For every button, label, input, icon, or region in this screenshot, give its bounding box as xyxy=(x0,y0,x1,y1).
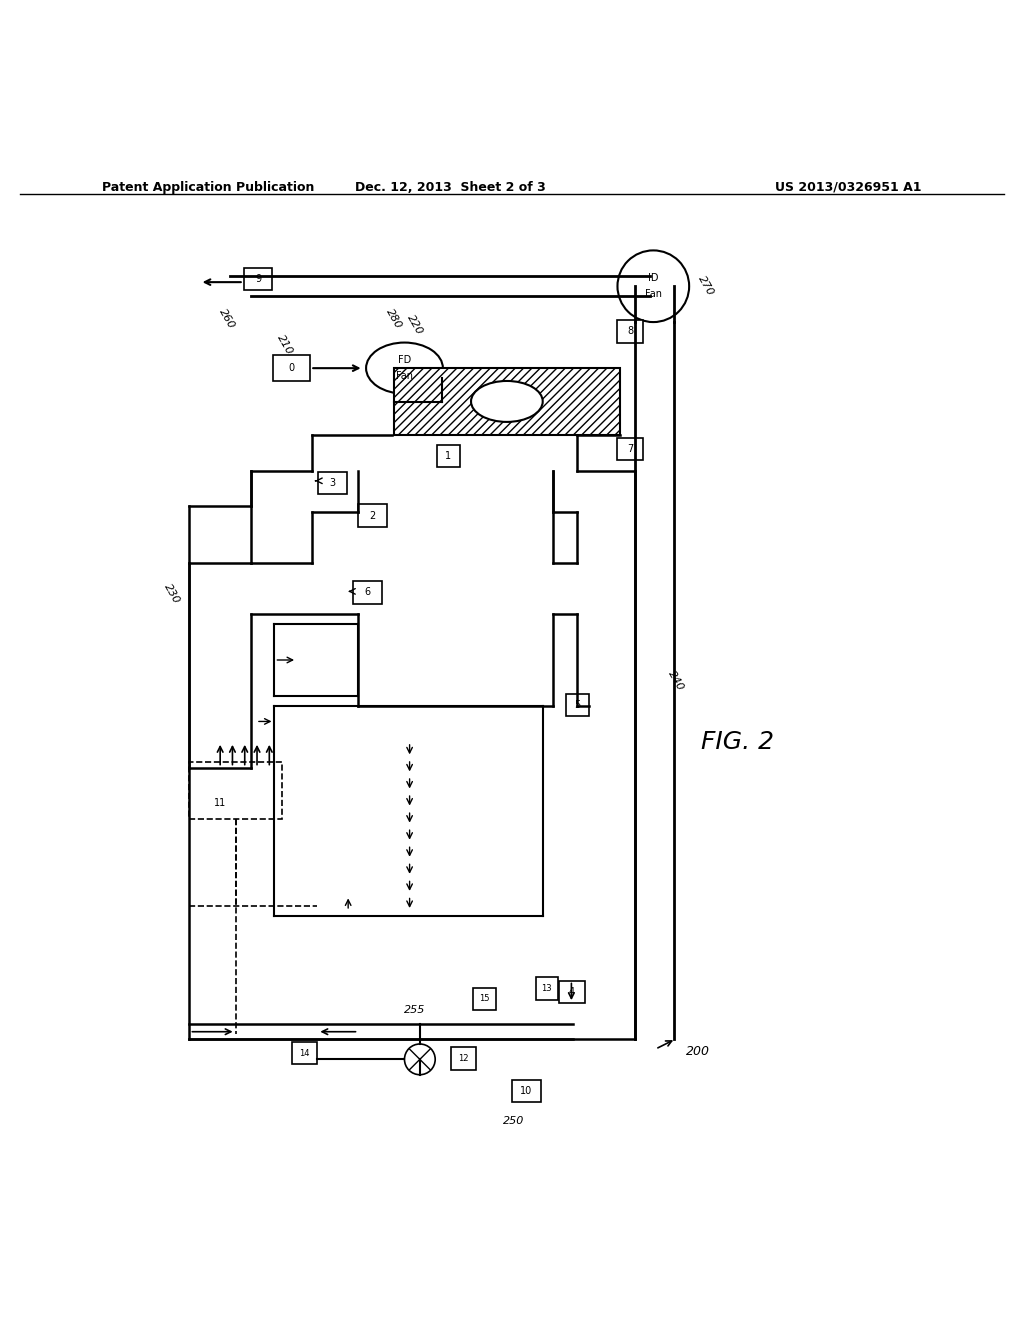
Text: 2: 2 xyxy=(370,511,376,520)
Text: 0: 0 xyxy=(289,363,295,374)
Text: 230: 230 xyxy=(163,582,181,605)
Text: 1: 1 xyxy=(445,451,452,461)
Bar xyxy=(559,981,585,1003)
Bar xyxy=(617,438,643,461)
Text: FD: FD xyxy=(398,355,411,364)
Text: 7: 7 xyxy=(627,444,634,454)
Text: Fan: Fan xyxy=(396,371,413,381)
Bar xyxy=(437,445,460,467)
Text: 10: 10 xyxy=(520,1086,532,1096)
Bar xyxy=(273,355,310,381)
Bar xyxy=(292,1041,317,1064)
Text: Fan: Fan xyxy=(645,289,662,300)
Text: 270: 270 xyxy=(696,275,716,298)
Text: 255: 255 xyxy=(404,1006,425,1015)
Bar xyxy=(617,319,643,343)
Text: 15: 15 xyxy=(479,994,489,1003)
Bar xyxy=(394,368,620,434)
Text: 13: 13 xyxy=(542,985,552,993)
Text: Patent Application Publication: Patent Application Publication xyxy=(102,181,314,194)
Bar xyxy=(473,987,496,1010)
Text: Dec. 12, 2013  Sheet 2 of 3: Dec. 12, 2013 Sheet 2 of 3 xyxy=(355,181,546,194)
Text: ID: ID xyxy=(648,273,658,282)
Bar xyxy=(244,268,272,290)
Text: 280: 280 xyxy=(385,308,403,331)
Bar xyxy=(318,471,347,494)
Text: 8: 8 xyxy=(628,326,633,337)
Bar xyxy=(451,1047,476,1069)
Text: 210: 210 xyxy=(275,333,294,356)
Text: US 2013/0326951 A1: US 2013/0326951 A1 xyxy=(775,181,922,194)
Text: 12: 12 xyxy=(458,1053,468,1063)
Text: 14: 14 xyxy=(299,1048,309,1057)
Bar xyxy=(189,763,282,818)
Ellipse shape xyxy=(471,381,543,422)
Bar xyxy=(358,504,387,527)
Text: 240: 240 xyxy=(667,669,685,692)
Text: 9: 9 xyxy=(255,275,261,284)
Text: 5: 5 xyxy=(574,700,581,710)
Text: 200: 200 xyxy=(686,1044,710,1057)
Bar xyxy=(536,977,558,1001)
Bar xyxy=(566,694,589,717)
Bar xyxy=(512,1080,541,1102)
Text: FIG. 2: FIG. 2 xyxy=(700,730,774,754)
Text: 220: 220 xyxy=(406,313,424,337)
Text: 3: 3 xyxy=(330,478,336,488)
Text: 260: 260 xyxy=(218,308,237,331)
Bar xyxy=(353,581,382,603)
Text: 250: 250 xyxy=(504,1115,524,1126)
Text: 11: 11 xyxy=(214,799,226,808)
Text: 6: 6 xyxy=(365,587,371,598)
Text: 4: 4 xyxy=(568,987,574,997)
